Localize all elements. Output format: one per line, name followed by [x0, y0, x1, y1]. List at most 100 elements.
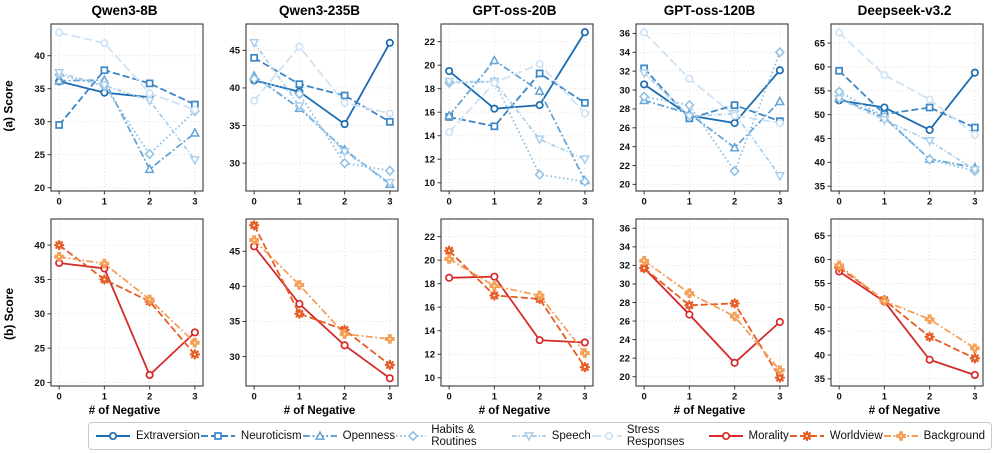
axis-ticks: 20 25 30 35 40 0 1 2 3 — [34, 51, 197, 208]
svg-text:55: 55 — [814, 86, 825, 97]
line-chart-qwen3-235b-a: 30 35 40 45 0 1 2 3 — [229, 23, 399, 208]
svg-text:2: 2 — [536, 392, 541, 403]
svg-text:20: 20 — [34, 183, 45, 194]
series-worldview — [248, 220, 395, 371]
svg-text:3: 3 — [777, 197, 782, 208]
svg-text:30: 30 — [229, 352, 240, 363]
grid — [440, 219, 593, 386]
row-a: (a) Score Qwen3-8B 20 25 30 35 40 0 1 2 3 Qwen3-… — [0, 2, 996, 209]
series-background — [248, 235, 395, 344]
axis-ticks: 30 35 40 45 0 1 2 3 — [229, 247, 392, 403]
line-chart-qwen3-8b-b: 20 25 30 35 40 0 1 2 3 — [34, 218, 204, 403]
chart-deepseek-b: 35 40 45 50 55 60 65 0 1 2 3 # of Negative — [798, 209, 993, 419]
svg-text:3: 3 — [192, 392, 197, 403]
svg-text:20: 20 — [424, 60, 435, 71]
line-chart-qwen3-235b-b: 30 35 40 45 0 1 2 3 — [229, 218, 399, 403]
series-openness — [53, 74, 200, 174]
legend: Extraversion Neuroticism Openness Habits & … — [88, 422, 992, 450]
plot-border — [829, 218, 984, 387]
series-speech — [638, 69, 785, 182]
series-neuroticism — [444, 69, 589, 131]
svg-text:40: 40 — [814, 350, 825, 361]
svg-text:40: 40 — [229, 83, 240, 94]
chart-gpt-oss-20b-b: 10 12 14 16 18 20 22 0 1 2 3 # of Negative — [408, 209, 603, 419]
circle-marker-icon — [96, 431, 130, 441]
series-speech — [833, 95, 980, 176]
svg-text:30: 30 — [619, 85, 630, 96]
chart-title: Deepseek-v3.2 — [857, 3, 952, 18]
svg-text:20: 20 — [619, 372, 630, 383]
svg-text:35: 35 — [814, 374, 825, 385]
svg-text:36: 36 — [619, 29, 630, 40]
plot-border — [244, 218, 399, 387]
plot-border — [244, 23, 399, 192]
legend-item-background: Background — [883, 429, 985, 443]
grid — [245, 219, 398, 386]
series-background — [833, 260, 980, 354]
circle-marker-icon — [591, 431, 622, 441]
series-stress-responses — [54, 28, 199, 114]
legend-item-stress-responses: Stress Responses — [591, 424, 708, 448]
star8-marker-icon — [789, 430, 824, 442]
svg-text:2: 2 — [731, 197, 736, 208]
line-chart-qwen3-8b-a: 20 25 30 35 40 0 1 2 3 — [34, 23, 204, 208]
svg-text:2: 2 — [146, 392, 151, 403]
svg-text:2: 2 — [536, 197, 541, 208]
svg-text:30: 30 — [619, 279, 630, 290]
grid — [245, 24, 398, 191]
svg-text:14: 14 — [424, 326, 435, 337]
svg-text:2: 2 — [341, 392, 346, 403]
svg-text:10: 10 — [424, 373, 435, 384]
svg-text:1: 1 — [491, 392, 497, 403]
series-speech — [443, 77, 590, 165]
chart-qwen3-8b-b: 20 25 30 35 40 0 1 2 3 # of Negative — [18, 209, 213, 419]
svg-text:3: 3 — [582, 197, 587, 208]
svg-text:2: 2 — [926, 197, 931, 208]
svg-text:65: 65 — [814, 38, 825, 49]
axis-ticks: 20 25 30 35 40 0 1 2 3 — [34, 240, 197, 402]
legend-item-extraversion: Extraversion — [95, 429, 200, 443]
series-stress-responses — [834, 28, 979, 139]
series-morality — [444, 272, 589, 347]
plus-marker-icon — [883, 431, 918, 441]
svg-text:35: 35 — [814, 182, 825, 193]
svg-text:1: 1 — [881, 197, 887, 208]
svg-text:30: 30 — [229, 158, 240, 169]
svg-text:25: 25 — [34, 344, 45, 355]
series-openness — [443, 54, 590, 185]
svg-text:40: 40 — [814, 158, 825, 169]
svg-text:60: 60 — [814, 62, 825, 73]
svg-text:24: 24 — [619, 335, 630, 346]
svg-text:1: 1 — [491, 197, 497, 208]
grid — [50, 219, 203, 386]
svg-text:50: 50 — [814, 303, 825, 314]
svg-text:3: 3 — [387, 197, 392, 208]
svg-text:14: 14 — [424, 131, 435, 142]
row-b-ylabel: (b) Score — [2, 287, 17, 341]
svg-text:0: 0 — [56, 197, 61, 208]
circle-marker-icon — [708, 431, 743, 441]
svg-text:3: 3 — [387, 392, 392, 403]
svg-text:3: 3 — [777, 392, 782, 403]
svg-text:18: 18 — [424, 84, 435, 95]
legend-item-neuroticism: Neuroticism — [200, 429, 302, 443]
line-chart-gpt-oss-120b-b: 20 22 24 26 28 30 32 34 36 0 1 2 3 — [619, 218, 789, 403]
axis-ticks: 20 22 24 26 28 30 32 34 36 0 1 2 3 — [619, 224, 782, 403]
triangle-down-marker-icon — [511, 432, 546, 442]
x-axis-label: # of Negative — [478, 405, 551, 417]
svg-text:20: 20 — [424, 255, 435, 266]
svg-text:22: 22 — [619, 161, 630, 172]
svg-text:3: 3 — [582, 392, 587, 403]
chart-qwen3-8b-a: Qwen3-8B 20 25 30 35 40 0 1 2 3 — [18, 2, 213, 209]
svg-text:34: 34 — [619, 242, 630, 253]
series-speech — [53, 68, 200, 166]
svg-text:0: 0 — [641, 197, 646, 208]
svg-text:30: 30 — [34, 117, 45, 128]
series-habits-routines — [248, 73, 395, 176]
legend-label: Neuroticism — [240, 430, 302, 442]
x-axis-label: # of Negative — [868, 405, 941, 417]
svg-text:2: 2 — [731, 392, 736, 403]
chart-title: GPT-oss-120B — [663, 3, 756, 18]
